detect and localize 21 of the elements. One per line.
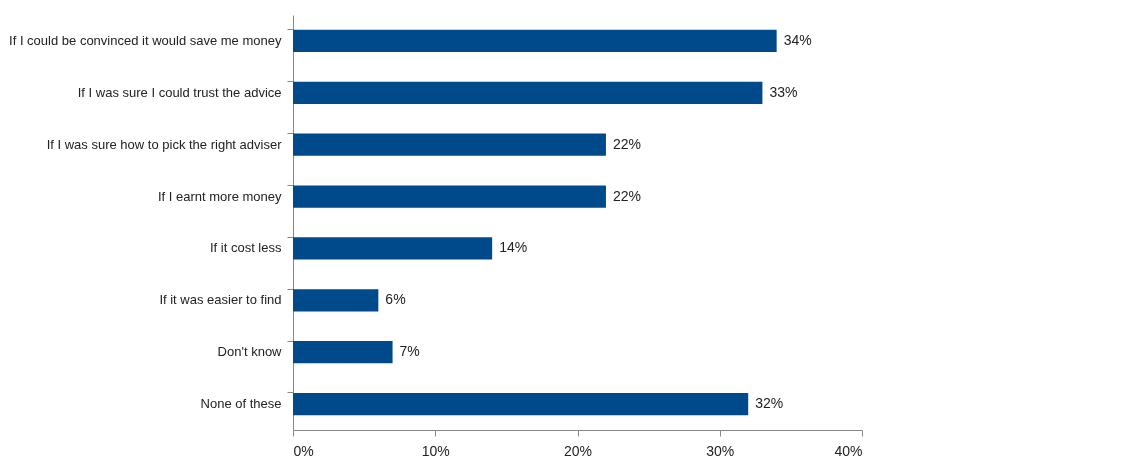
y-tick-label: If I was sure how to pick the right adviser xyxy=(46,136,283,152)
data-label: 33% xyxy=(769,83,798,100)
x-tick-label: 20% xyxy=(563,442,593,459)
y-tick-label: If I was sure I could trust the advice xyxy=(77,84,282,100)
y-tick-label: None of these xyxy=(200,396,282,412)
data-label: 32% xyxy=(755,395,784,412)
x-tick-label: 30% xyxy=(706,442,735,459)
data-label: 6% xyxy=(385,291,406,308)
y-tick-label: Don't know xyxy=(217,344,283,360)
data-label: 7% xyxy=(399,343,420,360)
y-tick-label: If I earnt more money xyxy=(157,188,282,204)
x-tick-label: 10% xyxy=(421,442,450,459)
data-label: 22% xyxy=(612,187,641,204)
data-label: 14% xyxy=(499,239,528,256)
y-tick-label: If it was easier to find xyxy=(159,292,282,308)
y-tick-label: If I could be convinced it would save me money xyxy=(9,32,282,48)
data-label: 22% xyxy=(612,135,641,152)
data-label: 34% xyxy=(783,31,812,48)
x-tick-label: 0% xyxy=(293,442,314,459)
x-tick-label: 40% xyxy=(834,442,863,459)
y-tick-label: If it cost less xyxy=(209,240,282,256)
